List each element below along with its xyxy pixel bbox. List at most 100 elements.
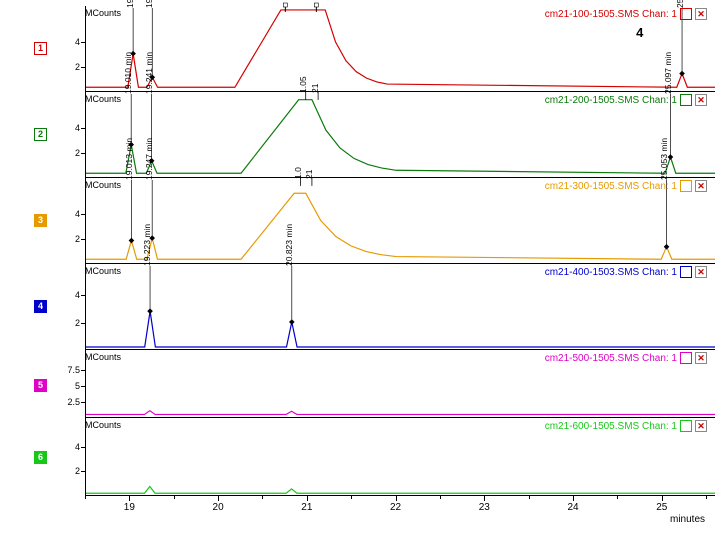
xtick-minor xyxy=(440,496,441,499)
plot-area: 19.032 min19.248 min25.228 min4cm21-100-… xyxy=(85,6,715,92)
peak-label: 19.247 min xyxy=(144,138,154,180)
xtick-minor xyxy=(617,496,618,499)
peak-label: 20.823 min xyxy=(284,224,294,266)
ytick-mark xyxy=(81,239,85,240)
legend-box-icon[interactable] xyxy=(680,8,692,20)
xtick-label: 25 xyxy=(656,502,667,513)
legend-box-icon[interactable] xyxy=(680,180,692,192)
legend-text: cm21-100-1505.SMS Chan: 1 xyxy=(545,9,677,20)
panel-3: 3MCounts19.013 min19.247 min25.053 min1.… xyxy=(30,178,720,264)
xtick-mark xyxy=(573,496,574,501)
top-mark-label: 21 xyxy=(304,170,314,179)
panel-6: 6MCountscm21-600-1505.SMS Chan: 1✕24 xyxy=(30,418,720,496)
legend-close-icon[interactable]: ✕ xyxy=(695,352,707,364)
top-mark-label: 1.05 xyxy=(298,76,308,93)
chromatogram-stack: 1MCounts19.032 min19.248 min25.228 min4c… xyxy=(0,0,725,538)
xtick-label: 24 xyxy=(567,502,578,513)
ytick-mark xyxy=(81,402,85,403)
legend: cm21-500-1505.SMS Chan: 1✕ xyxy=(545,352,707,364)
xtick-minor xyxy=(529,496,530,499)
peak-label: 19.248 min xyxy=(144,0,154,8)
top-mark-label: 21 xyxy=(310,84,320,93)
panel-number-4[interactable]: 4 xyxy=(34,300,47,313)
xtick-mark xyxy=(307,496,308,501)
ytick-mark xyxy=(81,386,85,387)
xtick-minor xyxy=(85,496,86,499)
plot-area: 19.013 min19.247 min25.053 min1.021cm21-… xyxy=(85,178,715,264)
legend: cm21-100-1505.SMS Chan: 1 ✕ xyxy=(545,8,707,20)
legend-close-icon[interactable]: ✕ xyxy=(695,180,707,192)
xtick-label: 21 xyxy=(301,502,312,513)
panel-number-5[interactable]: 5 xyxy=(34,379,47,392)
panel-number-3[interactable]: 3 xyxy=(34,214,47,227)
ytick-mark xyxy=(81,471,85,472)
panel-number-1[interactable]: 1 xyxy=(34,42,47,55)
xtick-mark xyxy=(396,496,397,501)
ytick-mark xyxy=(81,323,85,324)
xtick-mark xyxy=(129,496,130,501)
peak-label: 25.228 min xyxy=(675,0,685,8)
ytick-label: 5 xyxy=(52,381,80,391)
ytick-mark xyxy=(81,153,85,154)
top-mark-label: 1.0 xyxy=(293,167,303,179)
legend-box-icon[interactable] xyxy=(680,266,692,278)
legend-close-icon[interactable]: ✕ xyxy=(695,266,707,278)
xtick-minor xyxy=(262,496,263,499)
legend-text: cm21-400-1503.SMS Chan: 1 xyxy=(545,267,677,278)
peak-label: 19.241 min xyxy=(144,52,154,94)
ytick-label: 7.5 xyxy=(52,365,80,375)
ytick-mark xyxy=(81,295,85,296)
legend-close-icon[interactable]: ✕ xyxy=(695,8,707,20)
ytick-mark xyxy=(81,370,85,371)
panel-5: 5MCountscm21-500-1505.SMS Chan: 1✕2.557.… xyxy=(30,350,720,418)
panel-1: 1MCounts19.032 min19.248 min25.228 min4c… xyxy=(30,6,720,92)
legend: cm21-300-1505.SMS Chan: 1 ✕ xyxy=(545,180,707,192)
peak-label: 25.097 min xyxy=(663,52,673,94)
ytick-mark xyxy=(81,214,85,215)
plot-area: cm21-600-1505.SMS Chan: 1 ✕ xyxy=(85,418,715,496)
xtick-label: 23 xyxy=(479,502,490,513)
panel-4: 4MCounts19.223 min20.823 mincm21-400-150… xyxy=(30,264,720,350)
legend-box-icon[interactable] xyxy=(680,420,692,432)
ytick-label: 4 xyxy=(52,209,80,219)
ytick-label: 2 xyxy=(52,466,80,476)
ytick-label: 2 xyxy=(52,234,80,244)
legend-close-icon[interactable]: ✕ xyxy=(695,420,707,432)
panel-number-6[interactable]: 6 xyxy=(34,451,47,464)
panel-number-2[interactable]: 2 xyxy=(34,128,47,141)
ytick-label: 2 xyxy=(52,62,80,72)
peak-label: 19.032 min xyxy=(125,0,135,8)
ytick-mark xyxy=(81,128,85,129)
legend: cm21-200-1505.SMS Chan: 1 ✕ xyxy=(545,94,707,106)
legend-box-icon[interactable] xyxy=(680,352,692,364)
peak-label: 19.013 min xyxy=(124,138,134,180)
legend-text: cm21-200-1505.SMS Chan: 1 xyxy=(545,95,677,106)
ytick-label: 2 xyxy=(52,318,80,328)
ytick-mark xyxy=(81,42,85,43)
xtick-minor xyxy=(706,496,707,499)
xtick-label: 22 xyxy=(390,502,401,513)
peak-label: 25.053 min xyxy=(659,138,669,180)
annotation: 4 xyxy=(636,25,643,40)
xtick-label: 19 xyxy=(124,502,135,513)
plot-area: cm21-500-1505.SMS Chan: 1✕ xyxy=(85,350,715,418)
ytick-mark xyxy=(81,447,85,448)
legend-close-icon[interactable]: ✕ xyxy=(695,94,707,106)
ytick-mark xyxy=(81,67,85,68)
xtick-mark xyxy=(218,496,219,501)
ytick-label: 4 xyxy=(52,290,80,300)
legend-box-icon[interactable] xyxy=(680,94,692,106)
xtick-mark xyxy=(662,496,663,501)
xtick-mark xyxy=(484,496,485,501)
legend-text: cm21-300-1505.SMS Chan: 1 xyxy=(545,181,677,192)
xtick-label: 20 xyxy=(213,502,224,513)
xtick-minor xyxy=(351,496,352,499)
legend: cm21-600-1505.SMS Chan: 1 ✕ xyxy=(545,420,707,432)
ytick-label: 4 xyxy=(52,442,80,452)
plot-area: 19.010 min19.241 min25.097 min1.0521cm21… xyxy=(85,92,715,178)
peak-label: 19.010 min xyxy=(123,52,133,94)
legend: cm21-400-1503.SMS Chan: 1 ✕ xyxy=(545,266,707,278)
ytick-label: 4 xyxy=(52,37,80,47)
legend-text: cm21-600-1505.SMS Chan: 1 xyxy=(545,421,677,432)
x-axis-title: minutes xyxy=(670,514,705,525)
